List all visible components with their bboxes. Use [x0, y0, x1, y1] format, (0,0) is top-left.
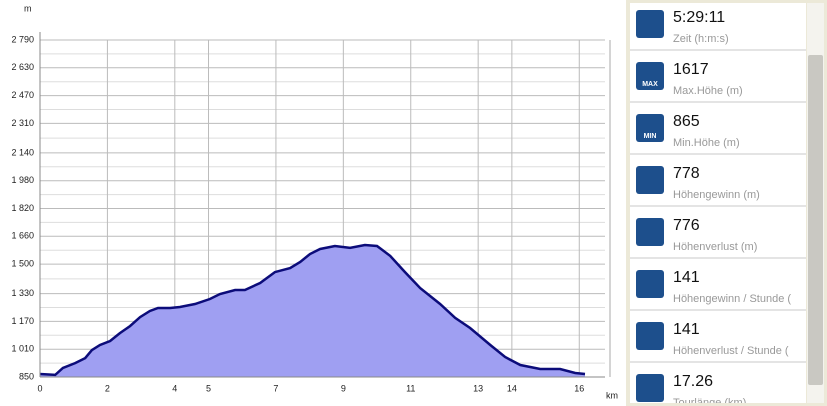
- y-tick-label: 2 140: [11, 147, 34, 157]
- y-tick-label: 1 980: [11, 175, 34, 185]
- stat-icon: [636, 374, 664, 402]
- x-tick-label: 7: [273, 383, 278, 393]
- stat-value: 865: [673, 113, 700, 130]
- stat-label: Höhenverlust / Stunde (: [673, 345, 789, 357]
- stat-icon: [636, 218, 664, 246]
- stat-value: 776: [673, 217, 700, 234]
- stat-item: 17.26 Tourlänge (km): [630, 367, 806, 403]
- stat-icon: [636, 322, 664, 350]
- line: [39, 243, 586, 377]
- y-tick-label: 850: [19, 371, 34, 381]
- x-tick-label: 11: [406, 383, 415, 393]
- x-tick-label: 9: [341, 383, 346, 393]
- y-tick-label: 1 010: [11, 344, 34, 354]
- icon-badge: MAX: [642, 81, 658, 88]
- y-tick-label: 2 630: [11, 62, 34, 72]
- x-tick-label: 2: [105, 383, 110, 393]
- x-tick-label: 4: [172, 383, 177, 393]
- icon-badge: MIN: [643, 133, 657, 140]
- scrollbar[interactable]: [807, 3, 824, 403]
- y-tick-label: 2 790: [11, 34, 34, 44]
- stat-value: 141: [673, 269, 700, 286]
- x-tick-label: 14: [507, 383, 517, 393]
- stat-label: Max.Höhe (m): [673, 85, 743, 97]
- y-tick-label: 2 470: [11, 90, 34, 100]
- stat-item: 778 Höhengewinn (m): [630, 159, 806, 207]
- stat-label: Tourlänge (km): [673, 397, 747, 403]
- stat-icon: [636, 270, 664, 298]
- stat-item: 141 Höhenverlust / Stunde (: [630, 315, 806, 363]
- x-tick-label: 5: [206, 383, 211, 393]
- y-tick-label: 1 820: [11, 203, 34, 213]
- stat-icon: [636, 166, 664, 194]
- stat-value: 1617: [673, 61, 709, 78]
- chart: m km 850 1 010 1 170 1 330 1 500 1 660 1 820 1 …: [0, 0, 626, 406]
- x-tick-label: 16: [574, 383, 584, 393]
- stat-label: Höhengewinn (m): [673, 189, 760, 201]
- stat-label: Höhenverlust (m): [673, 241, 758, 253]
- stat-label: Zeit (h:m:s): [673, 33, 729, 45]
- area: [40, 245, 585, 377]
- y-tick-label: 1 500: [11, 258, 34, 268]
- stat-value: 5:29:11: [673, 9, 726, 26]
- stat-item: MAX 1617 Max.Höhe (m): [630, 55, 806, 103]
- x-tick-label: 0: [37, 383, 42, 393]
- stat-icon: MIN: [636, 114, 664, 142]
- y-tick-label: 2 310: [11, 118, 34, 128]
- x-unit: km: [606, 390, 618, 400]
- stat-value: 778: [673, 165, 700, 182]
- stat-item: 776 Höhenverlust (m): [630, 211, 806, 259]
- stat-item: 5:29:11 Zeit (h:m:s): [630, 3, 806, 51]
- y-tick-label: 1 170: [11, 316, 34, 326]
- stat-item: MIN 865 Min.Höhe (m): [630, 107, 806, 155]
- y-tick-label: 1 660: [11, 231, 34, 241]
- y-unit: m: [24, 3, 32, 13]
- stat-label: Höhengewinn / Stunde (: [673, 293, 792, 305]
- stat-icon: [636, 10, 664, 38]
- stat-item: 141 Höhengewinn / Stunde (: [630, 263, 806, 311]
- stats-panel: 5:29:11 Zeit (h:m:s) MAX 1617 Max.Höhe (m) MI…: [630, 3, 806, 403]
- stat-value: 141: [673, 321, 700, 338]
- y-tick-label: 1 330: [11, 288, 34, 298]
- stat-label: Min.Höhe (m): [673, 137, 740, 149]
- scroll-thumb[interactable]: [808, 55, 823, 385]
- stat-value: 17.26: [673, 373, 714, 390]
- stat-icon: MAX: [636, 62, 664, 90]
- x-tick-label: 13: [473, 383, 483, 393]
